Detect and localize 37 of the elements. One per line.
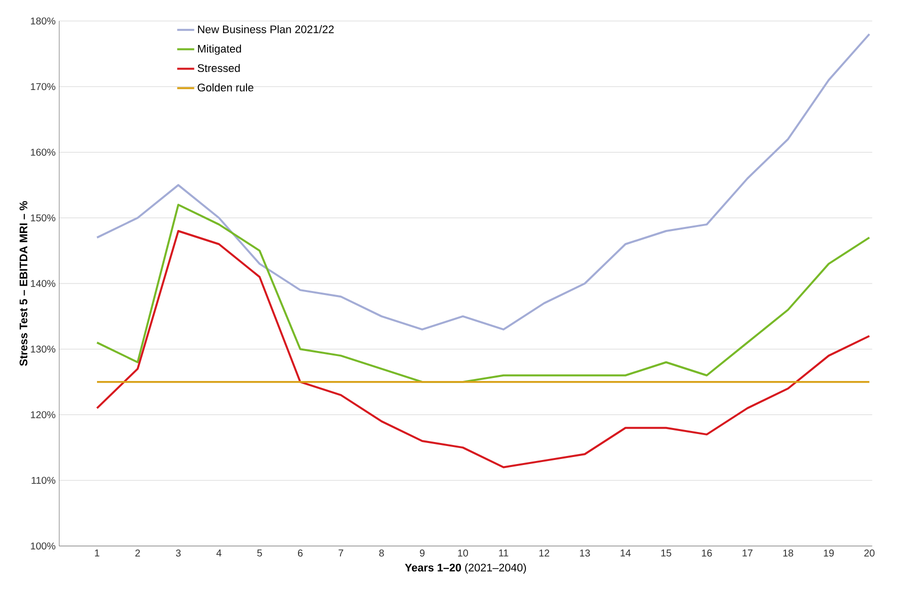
line-series — [96, 230, 870, 468]
y-tick-label: 110% — [32, 476, 56, 484]
x-tick-label: 5 — [257, 550, 262, 556]
x-tick-label: 6 — [298, 550, 303, 557]
line-series — [96, 33, 870, 330]
x-tick-label: 18 — [783, 550, 794, 557]
y-tick-label: 160% — [30, 148, 56, 156]
legend-label: Golden rule — [198, 83, 254, 92]
legend-label: New Business Plan 2021/22 — [198, 25, 334, 34]
x-tick-label: 15 — [661, 550, 672, 556]
x-tick-label: 1 — [94, 550, 100, 556]
x-tick-label: 17 — [742, 550, 752, 556]
x-tick-label: 3 — [176, 550, 181, 557]
x-tick-label: 7 — [338, 550, 344, 556]
x-tick-label: 11 — [499, 550, 508, 556]
x-tick-label: 2 — [135, 550, 140, 556]
x-tick-label: 13 — [580, 550, 590, 557]
x-tick-label: 12 — [539, 550, 550, 556]
y-tick-label: 150% — [30, 214, 56, 222]
y-tick-label: 100% — [30, 542, 56, 550]
x-tick-label: 9 — [420, 550, 425, 557]
y-tick-label: 180% — [30, 17, 56, 25]
x-tick-label: 8 — [379, 550, 384, 557]
x-tick-label: 19 — [824, 550, 834, 557]
x-tick-label: 14 — [620, 550, 631, 556]
y-axis-title: Stress Test 5 – EBITDA MRI – % — [20, 201, 28, 366]
x-axis-title: Years 1–20 (2021–2040) — [404, 563, 526, 574]
legend-label: Stressed — [198, 64, 240, 72]
y-tick-label: 170% — [30, 83, 56, 90]
x-tick-label: 20 — [864, 550, 875, 557]
x-tick-label: 4 — [216, 550, 222, 556]
x-tick-label: 10 — [458, 550, 468, 557]
y-tick-label: 130% — [30, 346, 56, 353]
y-tick-label: 140% — [30, 280, 56, 288]
y-tick-label: 120% — [30, 411, 56, 418]
legend-label: Mitigated — [198, 44, 241, 55]
x-tick-label: 16 — [702, 550, 712, 557]
